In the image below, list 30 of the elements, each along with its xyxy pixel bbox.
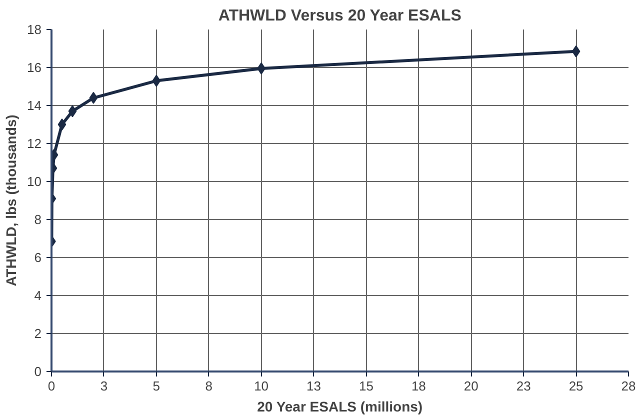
x-tick-label: 5 — [152, 378, 160, 394]
x-tick-label: 10 — [254, 378, 269, 394]
chart-title: ATHWLD Versus 20 Year ESALS — [218, 8, 462, 24]
x-tick-label: 20 — [464, 378, 478, 394]
x-tick-label: 25 — [568, 378, 584, 394]
y-tick-label: 6 — [34, 250, 42, 265]
x-tick-label: 18 — [411, 378, 426, 394]
point — [58, 118, 66, 130]
x-tick-label: 3 — [100, 378, 108, 394]
y-axis-title: ATHWLD, lbs (thousands) — [3, 114, 20, 286]
y-tick-label: 2 — [34, 326, 42, 341]
point — [152, 74, 161, 87]
y-tick-label: 8 — [34, 212, 42, 227]
x-tick-label: 23 — [516, 378, 531, 394]
y-tick-label: 4 — [34, 288, 42, 303]
y-tick-label: 14 — [27, 98, 42, 113]
point — [68, 105, 77, 118]
y-tick-label: 16 — [27, 60, 42, 75]
x-axis-title: 20 Year ESALS (millions) — [257, 398, 423, 414]
y-tick-label: 12 — [27, 136, 42, 151]
y-tick-label: 0 — [34, 364, 42, 379]
x-tick-label: 0 — [48, 378, 56, 394]
x-tick-label: 8 — [205, 378, 212, 394]
y-tick-label: 18 — [27, 22, 42, 37]
x-tick-label: 15 — [358, 378, 374, 394]
y-tick-label: 10 — [27, 174, 42, 189]
x-tick-label: 28 — [621, 378, 636, 394]
point — [89, 92, 98, 104]
point — [572, 45, 580, 58]
x-tick-label: 13 — [306, 378, 322, 394]
